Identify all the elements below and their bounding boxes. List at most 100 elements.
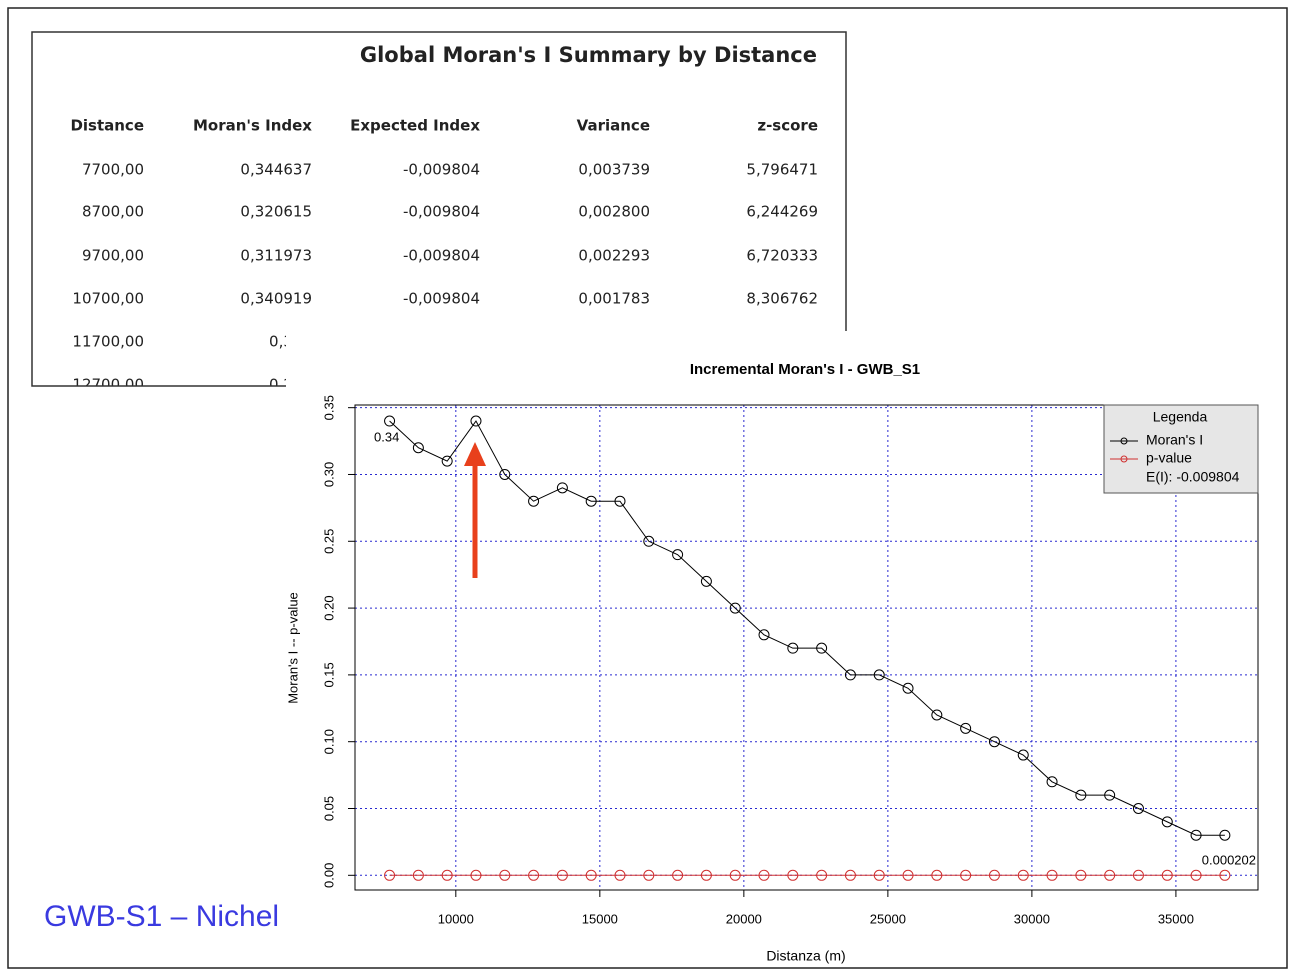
point	[960, 722, 972, 734]
column-header: Variance	[577, 117, 650, 135]
point	[556, 482, 568, 494]
point	[528, 495, 540, 507]
table-cell: 11700,00	[72, 333, 144, 351]
point	[672, 549, 684, 561]
point	[1046, 869, 1058, 881]
table-cell: 0,311973	[240, 247, 312, 265]
column-header: Expected Index	[350, 117, 480, 135]
point	[1190, 829, 1202, 841]
point	[931, 869, 943, 881]
y-tick-label: 0.35	[321, 395, 336, 420]
y-tick-label: 0.10	[321, 729, 336, 754]
table-cell: 7700,00	[82, 161, 144, 179]
point	[412, 869, 424, 881]
point	[931, 709, 943, 721]
table-cell: 0,340919	[240, 290, 312, 308]
point	[1132, 869, 1144, 881]
table-cell: 9700,00	[82, 247, 144, 265]
point	[1219, 829, 1231, 841]
point	[787, 869, 799, 881]
y-tick-label: 0.05	[321, 796, 336, 821]
y-tick-label: 0.00	[321, 863, 336, 888]
table-cell: -0,009804	[403, 161, 480, 179]
table-cell: -0,009804	[403, 290, 480, 308]
table-cell: 8,306762	[746, 290, 818, 308]
point	[1017, 749, 1029, 761]
x-axis-label: Distanza (m)	[766, 948, 845, 964]
legend-marker	[1120, 437, 1128, 445]
legend-title: Legenda	[1153, 409, 1208, 425]
point	[844, 869, 856, 881]
point	[556, 869, 568, 881]
table-cell: -0,009804	[403, 203, 480, 221]
point	[700, 575, 712, 587]
column-header: z-score	[757, 117, 818, 135]
table-cell: 0,002293	[578, 247, 650, 265]
point	[643, 869, 655, 881]
point	[729, 869, 741, 881]
point	[412, 442, 424, 454]
point	[384, 415, 396, 427]
point	[528, 869, 540, 881]
y-tick-label: 0.15	[321, 662, 336, 687]
point	[700, 869, 712, 881]
table-cell: 0,003739	[578, 161, 650, 179]
point	[873, 869, 885, 881]
table-title: Global Moran's I Summary by Distance	[360, 43, 817, 67]
annotation: 0.000202	[1202, 852, 1256, 867]
point	[873, 669, 885, 681]
point	[1161, 869, 1173, 881]
point	[614, 869, 626, 881]
table-cell: 0,320615	[240, 203, 312, 221]
table-cell: 12700,00	[72, 376, 144, 394]
point	[470, 415, 482, 427]
table: Global Moran's I Summary by Distance Dis…	[70, 43, 818, 394]
legend-label: Moran's I	[1146, 432, 1203, 448]
point	[499, 869, 511, 881]
table-cell: 0,002800	[578, 203, 650, 221]
annotation: 0.34	[374, 429, 399, 444]
x-tick-label: 10000	[438, 911, 474, 926]
point	[1161, 816, 1173, 828]
point	[816, 642, 828, 654]
x-tick-label: 35000	[1158, 911, 1194, 926]
point	[988, 869, 1000, 881]
point	[1104, 869, 1116, 881]
point	[1046, 776, 1058, 788]
point	[614, 495, 626, 507]
table-cell: 8700,00	[82, 203, 144, 221]
plot-frame	[354, 404, 1259, 891]
table-cell: 5,796471	[746, 161, 818, 179]
point	[1075, 869, 1087, 881]
red-arrow	[464, 442, 486, 578]
point	[384, 869, 396, 881]
point	[816, 869, 828, 881]
x-tick-label: 30000	[1014, 911, 1050, 926]
point	[787, 642, 799, 654]
point	[729, 602, 741, 614]
x-tick-label: 25000	[870, 911, 906, 926]
legend-note: E(I): -0.009804	[1146, 469, 1240, 485]
y-axis-label: Moran's I -- p-value	[285, 592, 300, 704]
point	[1104, 789, 1116, 801]
table-cell: -0,009804	[403, 247, 480, 265]
point	[585, 869, 597, 881]
point	[499, 468, 511, 480]
point	[441, 455, 453, 467]
point	[844, 669, 856, 681]
table-cell: 6,720333	[746, 247, 818, 265]
table-cell: 0,344637	[240, 161, 312, 179]
point	[758, 629, 770, 641]
y-tick-label: 0.25	[321, 529, 336, 554]
point	[902, 682, 914, 694]
point	[470, 869, 482, 881]
point	[441, 869, 453, 881]
table-cell: 10700,00	[72, 290, 144, 308]
point	[1132, 802, 1144, 814]
chart: Incremental Moran's I - GWB_S1 Distanza …	[285, 361, 1259, 964]
point	[1017, 869, 1029, 881]
table-cell: 6,244269	[746, 203, 818, 221]
chart-title: Incremental Moran's I - GWB_S1	[690, 361, 920, 378]
column-header: Distance	[70, 117, 144, 135]
